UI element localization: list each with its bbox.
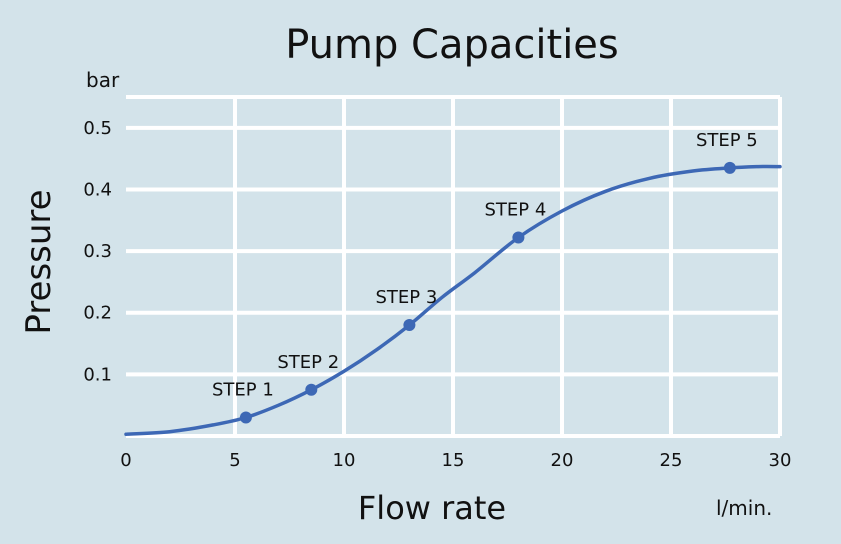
step-label: STEP 4 [484,200,546,221]
step-label: STEP 5 [696,130,758,151]
tick-labels: 0 5 10 15 20 25 30 0.1 0.2 0.3 0.4 0.5 [83,118,791,471]
step-label: STEP 3 [375,287,437,308]
x-tick-label: 15 [442,450,465,471]
y-tick-label: 0.3 [83,241,112,262]
y-axis-label: Pressure [19,189,59,334]
chart-title: Pump Capacities [285,22,619,68]
x-tick-label: 20 [551,450,574,471]
step-marker [305,383,318,396]
x-tick-label: 0 [120,450,131,471]
grid-layer [126,95,782,438]
x-tick-label: 5 [229,450,240,471]
step-marker [403,319,416,332]
step-marker [512,231,525,244]
x-tick-label: 10 [333,450,356,471]
x-axis-unit: l/min. [716,496,772,520]
y-axis-unit: bar [86,68,120,92]
x-axis-label: Flow rate [358,489,506,527]
step-marker [723,161,736,174]
step-label: STEP 1 [212,380,274,401]
y-tick-label: 0.1 [83,364,112,385]
step-label: STEP 2 [277,352,339,373]
x-tick-label: 30 [769,450,792,471]
y-tick-label: 0.5 [83,118,112,139]
x-tick-label: 25 [660,450,683,471]
y-tick-label: 0.2 [83,303,112,324]
step-marker [239,411,252,424]
y-tick-label: 0.4 [83,179,112,200]
